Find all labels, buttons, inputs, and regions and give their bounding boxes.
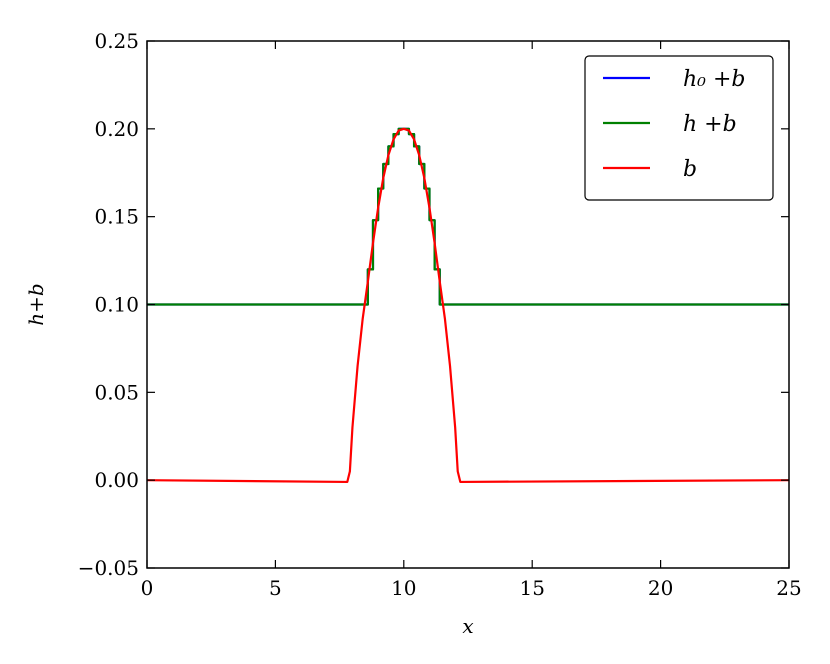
x-axis-label: x [462, 614, 473, 638]
legend-label: h₀ +b [683, 67, 746, 92]
x-tick-label: 10 [391, 576, 416, 600]
x-tick-label: 0 [141, 576, 154, 600]
series-line-2 [147, 127, 789, 484]
x-tick-label: 5 [269, 576, 282, 600]
y-tick-label: 0.10 [94, 293, 139, 317]
plot-area [147, 127, 789, 484]
legend-label: b [683, 157, 697, 182]
y-tick-label: 0.20 [94, 117, 139, 141]
axis-ticks: 0 5 10 15 20 25 −0.05 0.00 0.05 0.10 0.15 0.20 0.25 [78, 29, 802, 600]
legend-box [584, 55, 774, 201]
legend: h₀ +b h +b b [584, 55, 774, 201]
y-tick-label: 0.05 [94, 380, 139, 404]
x-tick-label: 20 [648, 576, 673, 600]
y-tick-label: 0.25 [94, 29, 139, 53]
y-tick-label: −0.05 [78, 556, 139, 580]
legend-label: h +b [683, 112, 737, 137]
y-tick-label: 0.15 [94, 205, 139, 229]
x-tick-label: 15 [519, 576, 544, 600]
x-tick-label: 25 [776, 576, 801, 600]
y-tick-label: 0.00 [94, 468, 139, 492]
y-axis-label: h+b [24, 283, 48, 325]
